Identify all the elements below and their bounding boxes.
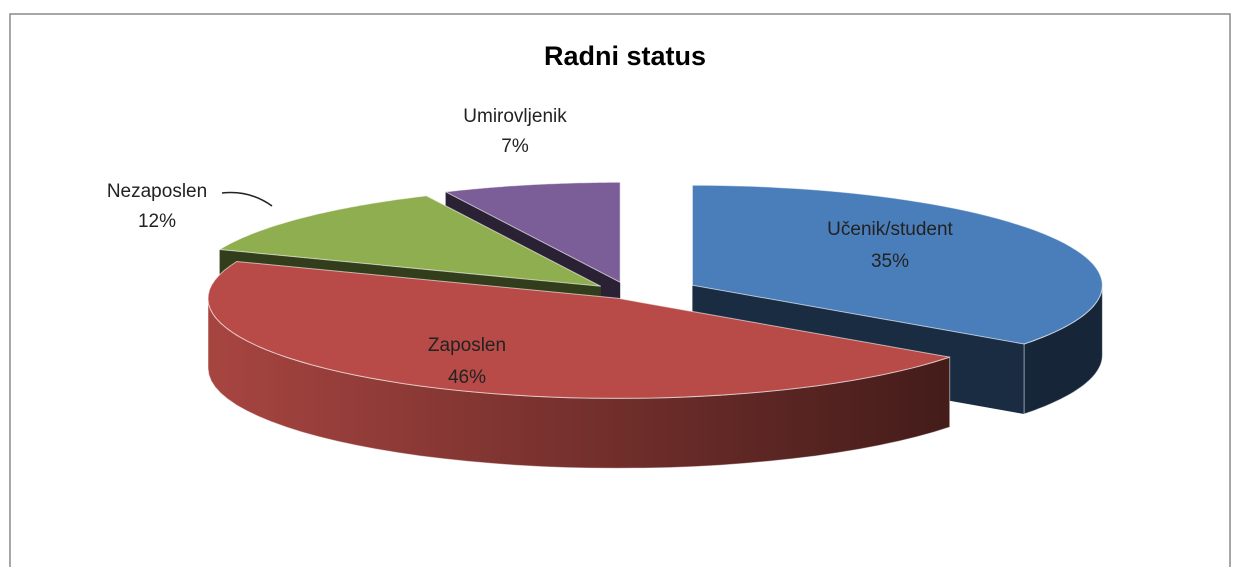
leader-line — [221, 191, 273, 207]
slice — [207, 260, 951, 469]
slice-top — [207, 260, 950, 399]
slice-value-label: 12% — [138, 211, 176, 232]
slice-label: Zaposlen — [428, 335, 506, 356]
chart-frame — [9, 13, 1231, 567]
slice-label: Učenik/student — [827, 219, 953, 240]
chart-title: Radni status — [544, 41, 706, 71]
slice-label: Nezaposlen — [107, 181, 207, 202]
slice-value-label: 35% — [871, 251, 909, 272]
slice-top — [443, 181, 621, 284]
slice-label: Umirovljenik — [463, 106, 567, 127]
slice-value-label: 46% — [448, 367, 486, 388]
slice-top — [691, 184, 1103, 345]
slice-value-label: 7% — [501, 136, 529, 157]
slice-top — [218, 195, 602, 287]
